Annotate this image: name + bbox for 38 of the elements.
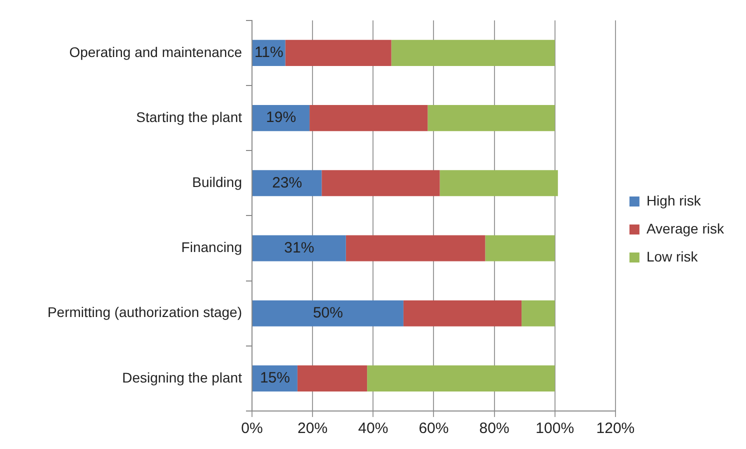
x-tick-label: 100% <box>536 420 574 438</box>
bar <box>252 170 322 196</box>
y-tick-label: Starting the plant <box>136 108 242 125</box>
data-label: 23% <box>272 174 302 192</box>
legend-label: Low risk <box>646 248 699 264</box>
bar <box>440 170 558 196</box>
bar <box>285 40 392 66</box>
bar <box>297 365 368 392</box>
y-tick-label: Financing <box>181 239 242 256</box>
bar <box>346 235 486 262</box>
data-label: 31% <box>284 239 314 256</box>
y-tick-label: Designing the plant <box>122 369 242 386</box>
bar <box>252 105 310 132</box>
x-tick-label: 60% <box>418 420 449 438</box>
bar <box>403 300 522 326</box>
bar <box>252 300 404 326</box>
bar <box>252 235 346 262</box>
bar <box>322 170 440 196</box>
bar <box>485 235 555 262</box>
bar <box>391 40 555 66</box>
bar <box>522 300 555 326</box>
bar <box>367 365 555 392</box>
x-tick-label: 20% <box>298 420 328 438</box>
x-tick-label: 40% <box>358 420 388 438</box>
x-tick-label: 0% <box>241 420 263 438</box>
y-tick-label: Permitting (authorization stage) <box>47 304 242 320</box>
data-label: 15% <box>260 370 290 387</box>
x-tick-label: 80% <box>479 420 510 438</box>
y-tick-label: Building <box>192 174 242 190</box>
bar <box>428 105 555 132</box>
bar <box>310 105 428 132</box>
y-tick-label: Operating and maintenance <box>69 44 242 60</box>
legend-label: Average risk <box>646 220 725 236</box>
data-label: 11% <box>254 44 284 62</box>
data-label: 19% <box>266 109 296 126</box>
x-tick-label: 120% <box>596 420 635 438</box>
legend-label: High risk <box>646 192 702 208</box>
data-label: 50% <box>312 304 343 322</box>
